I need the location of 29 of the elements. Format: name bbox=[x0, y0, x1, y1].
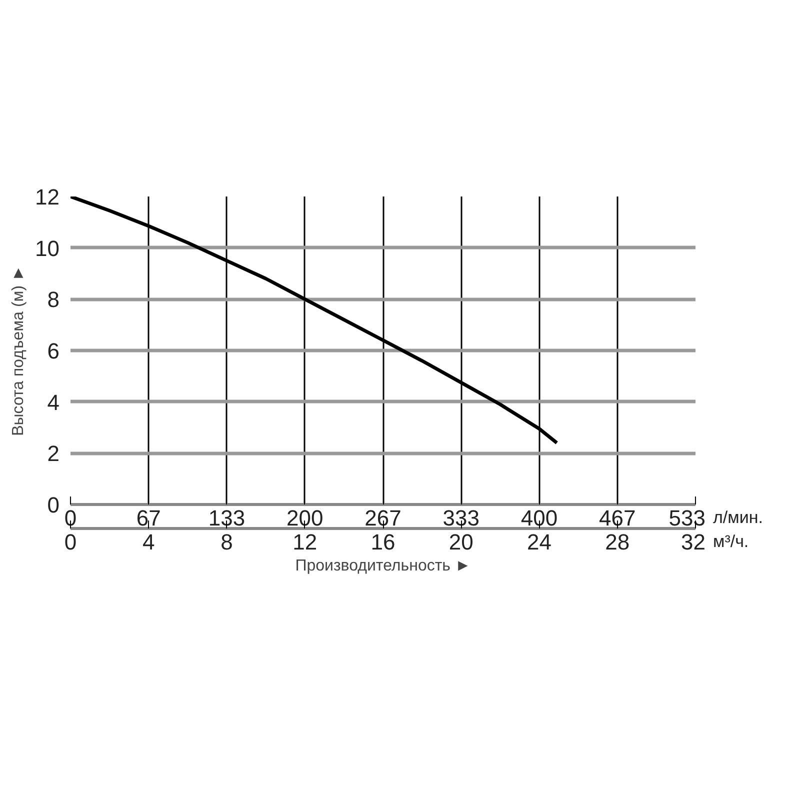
x-tick-label: 24 bbox=[527, 530, 552, 554]
x-tick-label: 16 bbox=[370, 530, 396, 554]
y-tick-label: 0 bbox=[47, 492, 60, 518]
y-tick-label: 12 bbox=[35, 184, 60, 210]
y-tick-label: 4 bbox=[47, 390, 60, 415]
text: м³/ч. bbox=[713, 531, 749, 553]
x-tick-label: 20 bbox=[448, 530, 474, 554]
y-axis-title: Высота подъема (м) ► bbox=[10, 265, 28, 436]
x2-tick-label: 267 bbox=[364, 506, 402, 530]
y-tick-label: 2 bbox=[47, 441, 60, 466]
x2-tick-label: 533 bbox=[668, 506, 706, 530]
x-tick-label: 8 bbox=[220, 530, 233, 554]
x2-tick-label: 0 bbox=[64, 506, 77, 530]
x2-axis-title: л/мин. bbox=[713, 507, 763, 529]
x-tick-label: 4 bbox=[142, 530, 155, 554]
x2-tick-label: 133 bbox=[208, 506, 246, 530]
y-tick-label: 10 bbox=[35, 236, 60, 261]
x2-tick-label: 67 bbox=[136, 506, 161, 530]
x-tick-label: 28 bbox=[605, 530, 630, 554]
x2-tick-label: 467 bbox=[599, 506, 636, 530]
x-tick-label: 12 bbox=[292, 530, 318, 554]
x-tick-label: 0 bbox=[64, 530, 77, 554]
y-tick-label: 6 bbox=[47, 338, 60, 364]
x-axis-title: Производительность ► bbox=[295, 558, 471, 574]
x-tick-label: 32 bbox=[681, 530, 706, 554]
x2-tick-label: 400 bbox=[520, 506, 558, 530]
x2-tick-label: 333 bbox=[442, 506, 480, 530]
y-tick-label: 8 bbox=[47, 287, 60, 312]
x2-tick-label: 200 bbox=[286, 506, 324, 530]
